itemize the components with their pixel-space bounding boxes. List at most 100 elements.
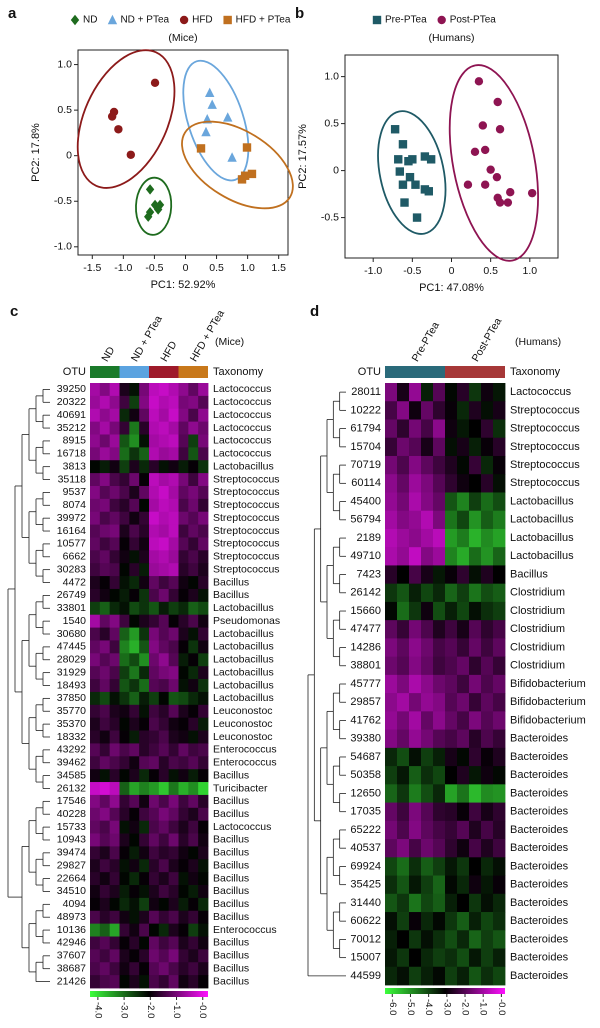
otu-label: 29857	[350, 696, 381, 708]
taxonomy-label: Enterococcus	[213, 757, 277, 769]
taxonomy-label: Bifidobacterium	[510, 678, 586, 690]
heat-cell	[99, 498, 111, 513]
heat-cell	[469, 401, 482, 420]
heat-cell	[178, 511, 189, 525]
heat-cell	[129, 537, 140, 551]
otu-label: 4472	[63, 576, 87, 588]
heat-cell	[139, 460, 150, 474]
heat-cell	[99, 614, 111, 628]
heat-cell	[90, 949, 101, 963]
heat-cell	[198, 679, 209, 693]
panel-title: (Mice)	[215, 336, 244, 348]
taxonomy-label: Streptococcus	[213, 563, 280, 575]
heat-cell	[149, 473, 160, 487]
heat-cell	[99, 395, 111, 410]
heat-cell	[99, 563, 111, 577]
heat-cell	[129, 910, 140, 925]
heat-cell	[178, 949, 189, 963]
confidence-ellipse	[135, 176, 173, 236]
heat-cell	[188, 653, 199, 667]
legend-marker	[437, 15, 446, 25]
heat-cell	[139, 936, 150, 950]
heat-cell	[139, 563, 150, 577]
taxonomy-label: Bacillus	[213, 834, 249, 846]
heat-cell	[109, 962, 120, 976]
heat-cell	[385, 510, 398, 530]
heat-cell	[421, 492, 434, 512]
heat-cell	[409, 857, 422, 876]
heat-cell	[129, 485, 140, 500]
heat-cell	[397, 912, 410, 931]
heat-cell	[469, 857, 482, 876]
heat-cell	[158, 691, 170, 706]
heat-cell	[178, 782, 189, 796]
taxonomy-label: Bacteroides	[510, 806, 569, 818]
heat-cell	[469, 766, 482, 785]
heat-cell	[198, 897, 209, 912]
heat-cell	[178, 563, 189, 577]
otu-label: 10943	[57, 834, 86, 846]
heat-cell	[457, 474, 470, 493]
heat-cell	[481, 474, 494, 493]
heat-cell	[409, 583, 422, 603]
heat-cell	[469, 912, 482, 931]
heat-cell	[129, 627, 140, 641]
taxonomy-label: Lactobacillus	[213, 460, 274, 472]
point	[227, 152, 237, 162]
heat-cell	[397, 492, 410, 512]
heat-cell	[421, 565, 434, 585]
otu-label: 35118	[58, 473, 87, 485]
heat-cell	[119, 485, 130, 500]
otu-label: 35425	[350, 879, 381, 891]
heat-cell	[149, 923, 160, 937]
heat-cell	[445, 711, 458, 731]
heat-cell	[129, 782, 140, 796]
heat-cell	[445, 784, 458, 803]
point	[395, 167, 405, 176]
otu-label: 39972	[57, 512, 86, 524]
heat-cell	[168, 601, 179, 616]
heat-cell	[445, 802, 458, 822]
heat-cell	[99, 653, 111, 667]
heat-cell	[149, 563, 160, 577]
heat-cell	[481, 966, 494, 986]
heat-cell	[433, 583, 446, 603]
otu-label: 8915	[63, 435, 87, 447]
point	[405, 172, 415, 182]
heat-cell	[481, 930, 494, 949]
colorbar-tick-label: -5.0	[405, 999, 416, 1015]
heat-cell	[481, 820, 494, 840]
heat-cell	[481, 729, 494, 749]
heat-cell	[168, 550, 179, 564]
heat-cell	[149, 936, 160, 950]
heat-cell	[90, 395, 101, 410]
point	[463, 180, 473, 189]
heat-cell	[385, 401, 398, 420]
heat-cell	[149, 949, 160, 963]
legend-label: Post-PTea	[450, 15, 497, 26]
row-header: OTU	[358, 366, 381, 378]
x-tick-label: -1.5	[83, 262, 101, 274]
heat-cell	[99, 640, 111, 654]
x-tick-label: 1.0	[240, 262, 255, 274]
x-tick-label: 0	[183, 262, 189, 274]
x-tick-label: 1.0	[523, 265, 538, 277]
heat-cell	[149, 666, 160, 680]
heat-cell	[469, 674, 482, 694]
heat-cell	[493, 784, 506, 803]
heat-cell	[397, 437, 410, 457]
heat-cell	[433, 820, 446, 840]
heat-cell	[188, 962, 199, 976]
colorbar-tick-label: -2.0	[459, 999, 470, 1015]
taxonomy-label: Streptococcus	[510, 404, 580, 416]
heat-cell	[129, 498, 140, 513]
taxonomy-label: Lactococcus	[213, 396, 271, 408]
heat-cell	[139, 653, 150, 667]
heat-cell	[119, 434, 130, 448]
heat-cell	[445, 820, 458, 840]
heat-cell	[469, 711, 482, 731]
heat-cell	[397, 966, 410, 986]
heat-cell	[149, 434, 160, 448]
heat-cell	[90, 524, 101, 538]
heat-cell	[409, 620, 422, 639]
